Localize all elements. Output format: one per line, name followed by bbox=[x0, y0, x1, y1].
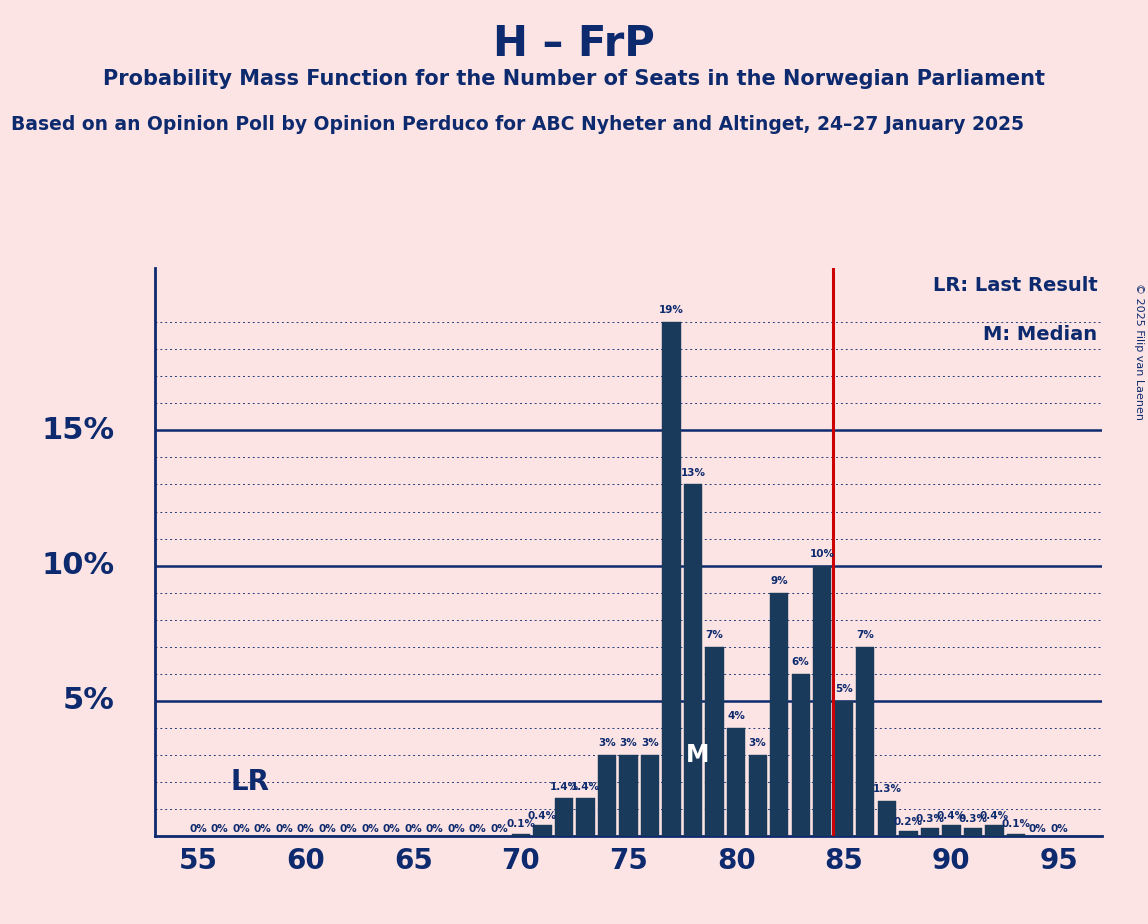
Text: 0%: 0% bbox=[1029, 824, 1046, 834]
Text: 0.1%: 0.1% bbox=[1001, 820, 1031, 830]
Text: M: M bbox=[685, 743, 709, 767]
Text: 0.4%: 0.4% bbox=[980, 811, 1009, 821]
Bar bbox=[706, 647, 723, 836]
Text: 7%: 7% bbox=[856, 630, 875, 640]
Bar bbox=[856, 647, 875, 836]
Text: 0%: 0% bbox=[470, 824, 487, 834]
Text: 0%: 0% bbox=[383, 824, 401, 834]
Bar bbox=[727, 728, 745, 836]
Bar bbox=[835, 701, 853, 836]
Text: Probability Mass Function for the Number of Seats in the Norwegian Parliament: Probability Mass Function for the Number… bbox=[103, 69, 1045, 90]
Bar bbox=[534, 825, 551, 836]
Text: LR: Last Result: LR: Last Result bbox=[932, 276, 1097, 296]
Bar bbox=[748, 755, 767, 836]
Text: 0.4%: 0.4% bbox=[937, 811, 965, 821]
Bar bbox=[964, 828, 982, 836]
Text: 0%: 0% bbox=[1050, 824, 1068, 834]
Bar bbox=[684, 484, 703, 836]
Text: LR: LR bbox=[231, 768, 270, 796]
Text: 1.3%: 1.3% bbox=[872, 784, 901, 795]
Text: 0.2%: 0.2% bbox=[894, 817, 923, 827]
Bar bbox=[985, 825, 1003, 836]
Text: 0%: 0% bbox=[404, 824, 422, 834]
Text: 0%: 0% bbox=[340, 824, 357, 834]
Text: 4%: 4% bbox=[727, 711, 745, 722]
Text: 6%: 6% bbox=[792, 657, 809, 667]
Bar bbox=[1007, 833, 1025, 836]
Text: 0%: 0% bbox=[276, 824, 293, 834]
Bar bbox=[943, 825, 961, 836]
Bar bbox=[598, 755, 616, 836]
Text: 5%: 5% bbox=[63, 687, 115, 715]
Text: 5%: 5% bbox=[835, 684, 853, 694]
Bar bbox=[878, 801, 895, 836]
Text: 0.4%: 0.4% bbox=[528, 811, 557, 821]
Text: 0%: 0% bbox=[490, 824, 509, 834]
Bar bbox=[662, 322, 681, 836]
Text: Based on an Opinion Poll by Opinion Perduco for ABC Nyheter and Altinget, 24–27 : Based on an Opinion Poll by Opinion Perd… bbox=[11, 116, 1024, 135]
Text: 0%: 0% bbox=[254, 824, 271, 834]
Bar bbox=[921, 828, 939, 836]
Text: 0%: 0% bbox=[362, 824, 379, 834]
Bar bbox=[770, 592, 789, 836]
Text: 0.3%: 0.3% bbox=[915, 814, 945, 824]
Text: 3%: 3% bbox=[620, 738, 637, 748]
Text: 3%: 3% bbox=[748, 738, 767, 748]
Text: 0%: 0% bbox=[448, 824, 465, 834]
Text: 0%: 0% bbox=[189, 824, 207, 834]
Text: 10%: 10% bbox=[41, 551, 115, 580]
Bar bbox=[576, 798, 595, 836]
Text: 1.4%: 1.4% bbox=[550, 782, 579, 792]
Text: 0.3%: 0.3% bbox=[959, 814, 987, 824]
Text: 7%: 7% bbox=[706, 630, 723, 640]
Bar bbox=[792, 674, 809, 836]
Text: M: Median: M: Median bbox=[983, 324, 1097, 344]
Text: 15%: 15% bbox=[41, 416, 115, 444]
Text: 10%: 10% bbox=[809, 549, 835, 559]
Text: 0%: 0% bbox=[318, 824, 336, 834]
Text: 3%: 3% bbox=[598, 738, 615, 748]
Bar bbox=[641, 755, 659, 836]
Text: 13%: 13% bbox=[681, 468, 706, 478]
Text: 3%: 3% bbox=[642, 738, 659, 748]
Text: 0%: 0% bbox=[297, 824, 315, 834]
Bar bbox=[620, 755, 637, 836]
Text: 9%: 9% bbox=[770, 576, 788, 586]
Bar bbox=[512, 833, 530, 836]
Text: H – FrP: H – FrP bbox=[492, 23, 656, 65]
Text: 1.4%: 1.4% bbox=[571, 782, 600, 792]
Text: 19%: 19% bbox=[659, 305, 684, 315]
Bar bbox=[899, 831, 917, 836]
Text: 0%: 0% bbox=[211, 824, 228, 834]
Text: © 2025 Filip van Laenen: © 2025 Filip van Laenen bbox=[1134, 283, 1143, 419]
Bar bbox=[813, 565, 831, 836]
Text: 0.1%: 0.1% bbox=[506, 820, 535, 830]
Text: 0%: 0% bbox=[426, 824, 443, 834]
Bar bbox=[554, 798, 573, 836]
Text: 0%: 0% bbox=[232, 824, 250, 834]
